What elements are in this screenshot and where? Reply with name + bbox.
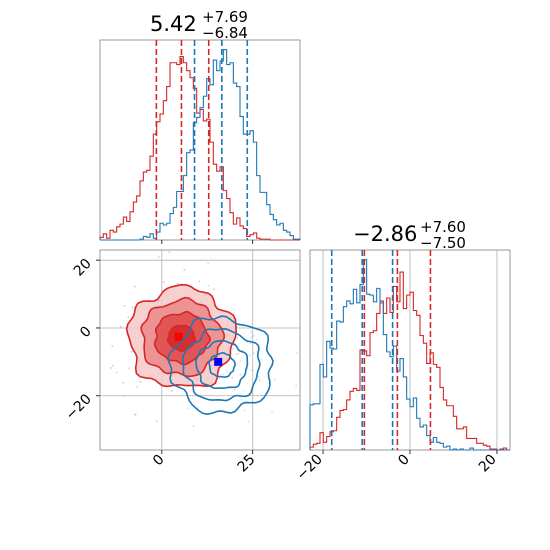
joint-sample-point	[243, 409, 246, 412]
marginal-y-xtick-label-0: −20	[294, 452, 326, 484]
joint-contour-series-1-level-1	[195, 339, 249, 390]
joint-sample-point	[251, 424, 254, 427]
marginal-y-panel: −20 0 20 −2.86 +7.60 −7.50	[294, 218, 511, 484]
joint-sample-point	[133, 413, 136, 416]
joint-sample-point	[257, 375, 260, 378]
marginal-x-title-value: 5.42	[150, 12, 197, 36]
joint-contour-series-1-level-0	[208, 351, 236, 378]
joint-sample-point	[255, 338, 258, 341]
joint-contour-series-1-level-2	[181, 327, 261, 402]
joint-sample-point	[213, 288, 215, 291]
marginal-x-panel: 5.42 +7.69 −6.84	[99, 8, 301, 244]
joint-sample-point	[112, 364, 114, 367]
joint-sample-point	[162, 281, 165, 283]
joint-sample-point	[122, 381, 125, 384]
joint-sample-point	[218, 377, 221, 379]
joint-sample-point	[258, 378, 260, 381]
marginal-x-title-minus: −6.84	[202, 24, 248, 42]
joint-sample-point	[122, 394, 125, 397]
joint-sample-point	[157, 255, 160, 258]
joint-sample-point	[110, 367, 113, 369]
joint-sample-point	[253, 335, 256, 337]
joint-sample-point	[155, 420, 158, 423]
joint-xtick-label-0: 0	[150, 452, 168, 470]
marginal-y-histogram-series-1	[309, 258, 510, 451]
joint-frame	[99, 249, 301, 451]
marginal-y-title-plus: +7.60	[420, 218, 466, 236]
joint-sample-point	[176, 282, 179, 285]
joint-ytick-label-1: 0	[77, 323, 95, 341]
joint-sample-point	[186, 407, 189, 410]
joint-sample-point	[259, 380, 261, 383]
joint-sample-point	[260, 393, 263, 396]
marginal-y-title-value: −2.86	[353, 222, 417, 246]
joint-sample-point	[198, 280, 201, 283]
joint-sample-point	[222, 373, 224, 376]
joint-sample-point	[136, 386, 139, 388]
joint-sample-point	[235, 353, 238, 356]
joint-sample-point	[128, 367, 131, 370]
joint-sample-point	[273, 378, 276, 381]
joint-sample-point	[239, 360, 242, 363]
marginal-y-histogram-series-0	[309, 271, 510, 451]
joint-sample-point	[168, 251, 171, 254]
joint-sample-point	[111, 345, 114, 347]
marginal-y-xtick-label-1: 0	[395, 452, 413, 470]
joint-sample-point	[252, 352, 255, 355]
joint-marker-1	[214, 357, 223, 366]
joint-sample-point	[134, 285, 136, 288]
joint-sample-point	[207, 262, 210, 265]
joint-sample-point	[183, 269, 186, 271]
joint-sample-point	[131, 350, 133, 353]
joint-sample-point	[127, 316, 130, 319]
joint-sample-point	[295, 384, 298, 387]
marginal-x-histogram-series-0	[99, 56, 300, 241]
joint-sample-point	[247, 420, 250, 423]
joint-sample-point	[226, 369, 229, 372]
joint-sample-point	[239, 373, 242, 376]
joint-sample-point	[115, 371, 118, 374]
joint-sample-point	[250, 331, 253, 334]
joint-sample-point	[233, 389, 236, 391]
joint-sample-point	[250, 336, 253, 339]
joint-sample-point	[243, 389, 246, 392]
joint-sample-point	[250, 369, 253, 372]
joint-sample-point	[207, 284, 210, 287]
joint-sample-point	[139, 380, 142, 383]
joint-sample-point	[232, 348, 234, 350]
joint-panel: 0 25 −20 0 20	[63, 249, 301, 476]
joint-xtick-label-1: 25	[235, 452, 259, 476]
joint-sample-point	[131, 306, 134, 309]
joint-ytick-label-0: −20	[63, 391, 95, 423]
marginal-x-title-plus: +7.69	[202, 8, 248, 26]
joint-contour-series-1-level-3	[167, 315, 274, 416]
marginal-y-title-minus: −7.50	[420, 234, 466, 252]
marginal-x-frame	[99, 39, 301, 241]
joint-sample-point	[249, 342, 252, 345]
joint-sample-point	[236, 336, 239, 339]
joint-sample-point	[123, 304, 126, 307]
joint-sample-point	[237, 352, 240, 355]
joint-sample-point	[119, 325, 122, 328]
marginal-y-xtick-label-2: 20	[476, 452, 500, 476]
joint-marker-0	[174, 332, 183, 341]
joint-sample-point	[240, 398, 243, 401]
joint-sample-point	[271, 410, 273, 413]
joint-sample-point	[248, 354, 251, 357]
joint-sample-point	[260, 359, 263, 361]
joint-sample-point	[296, 352, 298, 354]
joint-sample-point	[192, 425, 195, 428]
joint-ytick-label-2: 20	[71, 256, 95, 280]
joint-sample-point	[231, 376, 234, 379]
joint-sample-point	[170, 390, 173, 392]
